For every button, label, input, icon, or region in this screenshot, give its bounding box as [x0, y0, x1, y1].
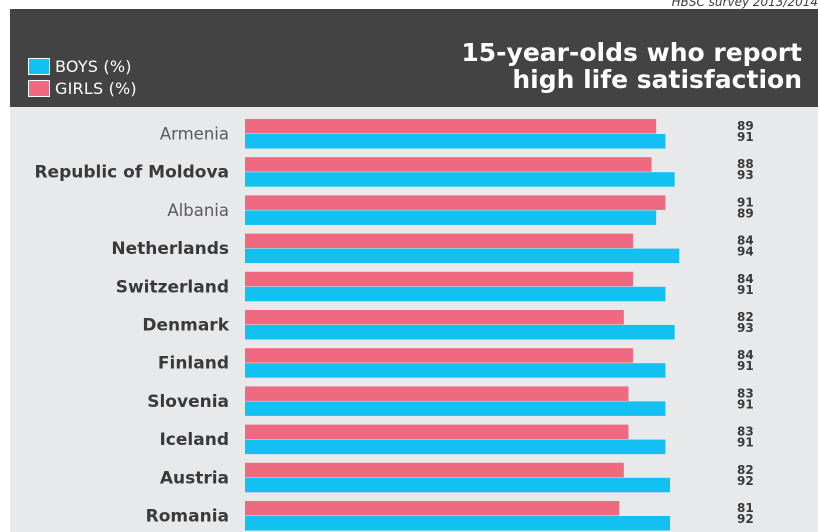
category-label: Republic of Moldova — [34, 163, 229, 183]
bar-girls — [245, 501, 620, 516]
value-label-girls: 84 — [737, 234, 754, 248]
bar-girls — [245, 310, 624, 325]
bar-girls — [245, 195, 666, 210]
category-label: Slovenia — [147, 392, 229, 412]
value-label-girls: 89 — [737, 119, 754, 133]
bar-girls — [245, 386, 629, 401]
value-label-boys: 92 — [737, 474, 754, 488]
chart-title: 15-year-olds who report high life satisf… — [382, 39, 802, 93]
value-label-boys: 92 — [737, 512, 754, 526]
bar-boys — [245, 516, 671, 531]
bar-boys — [245, 401, 666, 416]
value-label-girls: 83 — [737, 386, 754, 400]
bar-girls — [245, 424, 629, 440]
value-label-boys: 91 — [737, 130, 754, 144]
value-label-girls: 82 — [737, 463, 754, 477]
source-note: HBSC survey 2013/2014 — [671, 0, 818, 9]
bar-girls — [245, 462, 624, 478]
category-label: Romania — [146, 507, 229, 527]
bar-boys — [245, 210, 657, 225]
bar-boys — [245, 248, 680, 264]
value-label-boys: 94 — [737, 245, 754, 259]
bar-boys — [245, 134, 666, 149]
value-label-girls: 84 — [737, 272, 754, 286]
bar-girls — [245, 348, 634, 363]
legend-item-boys: BOYS (%) — [28, 56, 132, 76]
chart-header: BOYS (%) GIRLS (%) 15-year-olds who repo… — [10, 9, 818, 107]
legend-item-girls: GIRLS (%) — [28, 78, 137, 98]
chart-title-line-2: high life satisfaction — [512, 65, 802, 94]
bar-boys — [245, 172, 675, 187]
category-label: Armenia — [160, 125, 229, 144]
value-label-girls: 91 — [737, 195, 754, 209]
legend-swatch-girls — [28, 79, 50, 97]
category-label: Iceland — [159, 430, 229, 450]
value-label-boys: 91 — [737, 359, 754, 373]
bar-girls — [245, 119, 657, 134]
value-label-boys: 91 — [737, 397, 754, 411]
value-label-boys: 93 — [737, 321, 754, 335]
chart-title-line-1: 15-year-olds who report — [461, 38, 802, 67]
bar-boys — [245, 439, 666, 455]
bar-boys — [245, 286, 666, 302]
value-label-boys: 91 — [737, 436, 754, 450]
legend-swatch-boys — [28, 57, 50, 75]
value-label-girls: 81 — [737, 501, 754, 515]
legend-label-girls: GIRLS (%) — [55, 78, 137, 98]
value-label-boys: 91 — [737, 283, 754, 297]
category-label: Austria — [160, 468, 229, 488]
bar-girls — [245, 271, 634, 287]
category-label: Denmark — [142, 316, 229, 336]
value-label-boys: 93 — [737, 168, 754, 182]
value-label-girls: 83 — [737, 425, 754, 439]
bar-girls — [245, 157, 652, 172]
category-label: Netherlands — [111, 239, 229, 259]
value-label-girls: 84 — [737, 348, 754, 362]
bar-boys — [245, 325, 675, 340]
value-label-girls: 82 — [737, 310, 754, 324]
legend-label-boys: BOYS (%) — [55, 56, 132, 76]
category-label: Finland — [158, 354, 229, 374]
value-label-girls: 88 — [737, 157, 754, 171]
bar-girls — [245, 233, 634, 249]
bar-boys — [245, 363, 666, 378]
category-label: Switzerland — [116, 277, 229, 297]
category-label: Albania — [167, 201, 229, 220]
bar-boys — [245, 477, 671, 493]
value-label-boys: 89 — [737, 206, 754, 220]
